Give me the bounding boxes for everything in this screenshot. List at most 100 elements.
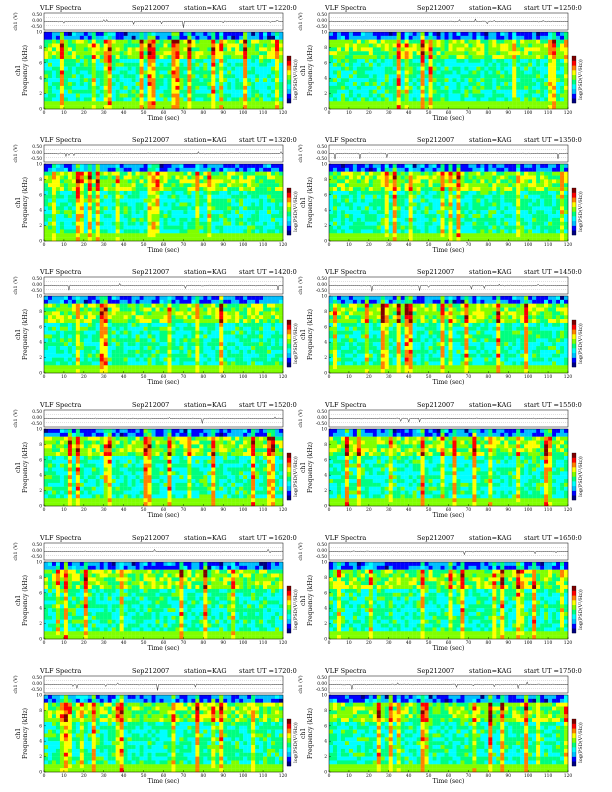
heatmap-cell <box>79 187 84 192</box>
heatmap-cell <box>488 70 493 75</box>
heatmap-cell <box>44 206 49 211</box>
heatmap-cell <box>251 202 256 207</box>
heatmap-cell <box>329 55 334 60</box>
heatmap-cell <box>211 35 216 40</box>
heatmap-cell <box>492 233 497 238</box>
heatmap-cell <box>412 190 417 195</box>
heatmap-cell <box>87 214 92 219</box>
heatmap-cell <box>368 101 373 106</box>
heatmap-cell <box>79 51 84 56</box>
heatmap-cell <box>344 93 350 98</box>
heatmap-cell <box>191 35 196 40</box>
heatmap-cell <box>480 43 485 48</box>
heatmap-cell <box>424 62 429 67</box>
heatmap-cell <box>348 55 354 60</box>
heatmap-cell <box>440 105 445 110</box>
heatmap-cell <box>199 171 204 176</box>
heatmap-cell <box>500 32 505 36</box>
heatmap-cell <box>44 171 49 176</box>
heatmap-cell <box>67 183 73 188</box>
heatmap-cell <box>476 51 481 56</box>
heatmap-cell <box>504 89 509 94</box>
heatmap-cell <box>416 190 421 195</box>
heatmap-cell <box>267 210 272 215</box>
heatmap-cell <box>348 47 354 52</box>
heatmap-cell <box>460 93 465 98</box>
heatmap-cell <box>171 233 176 238</box>
heatmap-cell <box>259 194 264 199</box>
heatmap-cell <box>187 93 192 98</box>
heatmap-cell <box>452 105 457 110</box>
heatmap-cell <box>508 105 513 110</box>
heatmap-cell <box>139 35 144 40</box>
heatmap-cell <box>63 179 69 184</box>
heatmap-cell <box>127 85 132 90</box>
heatmap-cell <box>412 164 417 168</box>
heatmap-cell <box>123 97 128 102</box>
heatmap-cell <box>123 214 128 219</box>
heatmap-cell <box>480 221 485 226</box>
heatmap-cell <box>187 105 192 110</box>
heatmap-cell <box>51 32 57 36</box>
heatmap-cell <box>329 237 334 242</box>
heatmap-cell <box>540 74 545 79</box>
heatmap-cell <box>436 55 441 60</box>
heatmap-cell <box>103 179 108 184</box>
heatmap-cell <box>91 229 96 234</box>
heatmap-cell <box>512 198 517 203</box>
heatmap-cell <box>143 58 148 63</box>
trace-axis-label: ch1 (V) <box>297 12 304 30</box>
heatmap-cell <box>251 183 256 188</box>
heatmap-cell <box>167 47 172 52</box>
heatmap-cell <box>123 167 128 172</box>
heatmap-cell <box>544 35 549 40</box>
heatmap-cell <box>416 43 421 48</box>
heatmap-cell <box>235 93 240 98</box>
heatmap-cell <box>456 66 461 71</box>
heatmap-cell <box>87 167 92 172</box>
heatmap-cell <box>59 179 65 184</box>
colorbar-label: log(PSD(V²/Hz)) <box>292 59 299 100</box>
heatmap-cell <box>428 225 433 230</box>
heatmap-cell <box>532 217 537 222</box>
heatmap-cell <box>536 35 541 40</box>
heatmap-cell <box>123 85 128 90</box>
heatmap-cell <box>219 167 224 172</box>
heatmap-cell <box>175 82 180 87</box>
heatmap-cell <box>155 58 160 63</box>
heatmap-cell <box>404 206 409 211</box>
trace-tick-label: -0.50 <box>31 25 42 30</box>
heatmap-cell <box>127 43 132 48</box>
heatmap-cell <box>67 187 73 192</box>
heatmap-cell <box>91 210 96 215</box>
heatmap-cell <box>376 229 381 234</box>
heatmap-cell <box>472 237 477 242</box>
heatmap-cell <box>332 93 338 98</box>
heatmap-cell <box>155 32 160 36</box>
heatmap-cell <box>356 89 362 94</box>
heatmap-cell <box>512 47 517 52</box>
heatmap-cell <box>564 89 569 94</box>
colorbar-label: log(PSD(V²/Hz)) <box>577 59 584 100</box>
heatmap-cell <box>524 47 529 52</box>
heatmap-cell <box>163 78 168 83</box>
heatmap-cell <box>564 101 569 106</box>
heatmap-cell <box>380 105 385 110</box>
heatmap-cell <box>536 164 541 168</box>
heatmap-cell <box>512 105 517 110</box>
heatmap-cell <box>536 85 541 90</box>
heatmap-cell <box>456 237 461 242</box>
heatmap-cell <box>444 58 449 63</box>
heatmap-cell <box>472 55 477 60</box>
heatmap-cell <box>183 78 188 83</box>
heatmap-cell <box>115 47 120 52</box>
heatmap-cell <box>123 105 128 110</box>
heatmap-cell <box>384 190 389 195</box>
heatmap-cell <box>107 198 112 203</box>
heatmap-cell <box>231 89 236 94</box>
heatmap-cell <box>356 183 362 188</box>
heatmap-cell <box>372 183 377 188</box>
heatmap-cell <box>440 190 445 195</box>
heatmap-cell <box>139 78 144 83</box>
heatmap-cell <box>135 66 140 71</box>
